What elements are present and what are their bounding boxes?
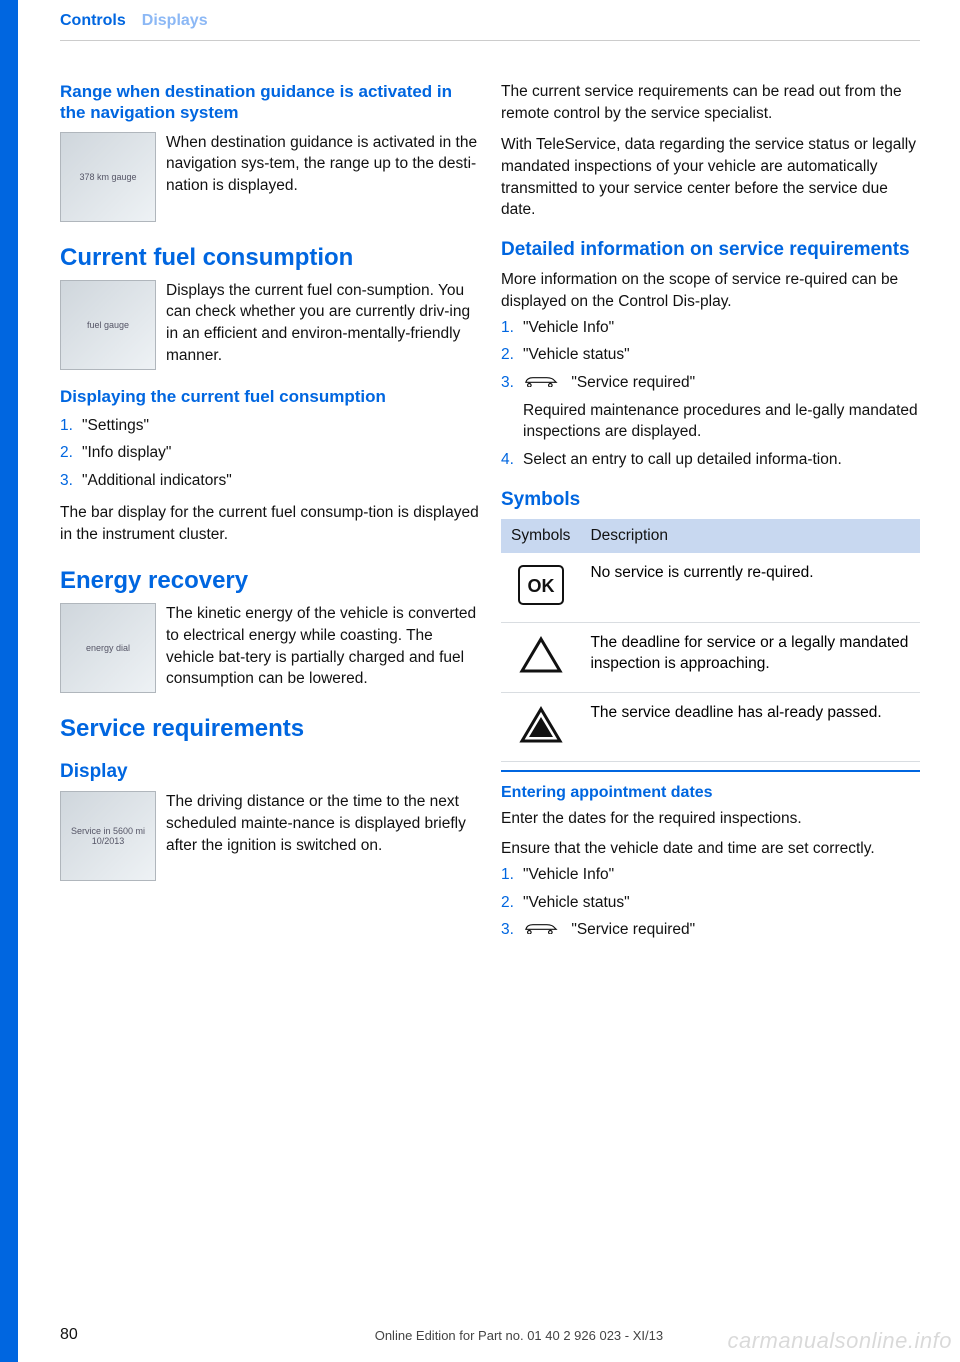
fuel-thumb-icon: fuel gauge	[60, 280, 156, 370]
table-row: The deadline for service or a legally ma…	[501, 622, 920, 692]
step-text: Select an entry to call up detailed info…	[523, 449, 920, 471]
list-item: 2."Vehicle status"	[501, 344, 920, 366]
detail-title: Detailed information on service requirem…	[501, 239, 920, 261]
energy-title: Energy recovery	[60, 567, 479, 595]
right-column: The current service requirements can be …	[501, 65, 920, 951]
range-block: 378 km gauge When destination guidance i…	[60, 132, 479, 222]
symbol-desc: The deadline for service or a legally ma…	[580, 622, 920, 692]
page-number: 80	[60, 1326, 78, 1344]
page: Controls Displays Range when destination…	[0, 0, 960, 1362]
list-item: 3. "Service required" Required maintenan…	[501, 372, 920, 443]
step-number: 3.	[60, 470, 82, 492]
service-title: Service requirements	[60, 715, 479, 743]
list-item: 1."Settings"	[60, 415, 479, 437]
left-column: Range when destination guidance is activ…	[60, 65, 479, 951]
service-block: Service in 5600 mi 10/2013 The driving d…	[60, 791, 479, 881]
table-header-row: Symbols Description	[501, 519, 920, 553]
fuel-title: Current fuel consumption	[60, 244, 479, 272]
service-thumb-icon: Service in 5600 mi 10/2013	[60, 791, 156, 881]
fuel-after-text: The bar display for the current fuel con…	[60, 502, 479, 545]
range-thumb-icon: 378 km gauge	[60, 132, 156, 222]
breadcrumb: Controls Displays	[60, 0, 920, 41]
th-symbols: Symbols	[501, 519, 580, 553]
breadcrumb-controls: Controls	[60, 12, 126, 30]
entering-p1: Enter the dates for the required inspect…	[501, 808, 920, 830]
list-item: 4.Select an entry to call up detailed in…	[501, 449, 920, 471]
svg-text:OK: OK	[527, 576, 554, 596]
step-text: "Info display"	[82, 442, 479, 464]
step-text: "Additional indicators"	[82, 470, 479, 492]
symbol-cell: OK	[501, 553, 580, 622]
list-item: 2."Info display"	[60, 442, 479, 464]
watermark: carmanualsonline.info	[727, 1328, 952, 1354]
symbols-table: Symbols Description OK No service is cur…	[501, 519, 920, 763]
detail-steps: 1."Vehicle Info" 2."Vehicle status" 3. "…	[501, 317, 920, 471]
car-icon	[523, 372, 559, 394]
step-number: 2.	[60, 442, 82, 464]
entering-title: Entering appointment dates	[501, 784, 920, 802]
table-row: OK No service is currently re‐quired.	[501, 553, 920, 622]
list-item: 1."Vehicle Info"	[501, 864, 920, 886]
table-row: The service deadline has al‐ready passed…	[501, 692, 920, 762]
step-number: 1.	[501, 864, 523, 886]
symbols-title: Symbols	[501, 489, 920, 511]
step-text: "Vehicle Info"	[523, 317, 920, 339]
step-text: "Vehicle status"	[523, 892, 920, 914]
right-p1: The current service requirements can be …	[501, 81, 920, 124]
detail-body: More information on the scope of service…	[501, 269, 920, 312]
right-p2: With TeleService, data regarding the ser…	[501, 134, 920, 221]
step-text: "Vehicle status"	[523, 344, 920, 366]
triangle-icon	[516, 633, 566, 677]
fuel-sub-title: Displaying the current fuel consumption	[60, 386, 479, 407]
triangle-filled-icon	[516, 703, 566, 747]
ok-icon: OK	[516, 563, 566, 607]
step-text: "Settings"	[82, 415, 479, 437]
step-number: 2.	[501, 344, 523, 366]
step-number: 1.	[501, 317, 523, 339]
step-number: 2.	[501, 892, 523, 914]
list-item: 3. "Service required"	[501, 919, 920, 941]
energy-thumb-icon: energy dial	[60, 603, 156, 693]
list-item: 3."Additional indicators"	[60, 470, 479, 492]
step-label: "Service required"	[571, 374, 695, 391]
list-item: 1."Vehicle Info"	[501, 317, 920, 339]
energy-block: energy dial The kinetic energy of the ve…	[60, 603, 479, 693]
step-label: "Service required"	[571, 921, 695, 938]
car-icon	[523, 919, 559, 941]
entering-p2: Ensure that the vehicle date and time ar…	[501, 838, 920, 860]
breadcrumb-displays: Displays	[142, 12, 208, 30]
fuel-block: fuel gauge Displays the current fuel con…	[60, 280, 479, 370]
table-end-rule	[501, 770, 920, 772]
step-number: 4.	[501, 449, 523, 471]
symbol-desc: The service deadline has al‐ready passed…	[580, 692, 920, 762]
step-text: "Service required" Required maintenance …	[523, 372, 920, 443]
content-columns: Range when destination guidance is activ…	[60, 65, 920, 951]
step-number: 1.	[60, 415, 82, 437]
step-number: 3.	[501, 372, 523, 394]
service-display-title: Display	[60, 761, 479, 783]
th-description: Description	[580, 519, 920, 553]
step-body: Required maintenance procedures and le‐g…	[523, 400, 920, 443]
step-text: "Vehicle Info"	[523, 864, 920, 886]
symbol-cell	[501, 692, 580, 762]
symbol-cell	[501, 622, 580, 692]
fuel-steps: 1."Settings" 2."Info display" 3."Additio…	[60, 415, 479, 492]
step-text: "Service required"	[523, 919, 920, 941]
step-number: 3.	[501, 919, 523, 941]
list-item: 2."Vehicle status"	[501, 892, 920, 914]
range-title: Range when destination guidance is activ…	[60, 81, 479, 124]
left-blue-bar	[0, 0, 18, 1362]
entering-steps: 1."Vehicle Info" 2."Vehicle status" 3. "…	[501, 864, 920, 941]
symbol-desc: No service is currently re‐quired.	[580, 553, 920, 622]
